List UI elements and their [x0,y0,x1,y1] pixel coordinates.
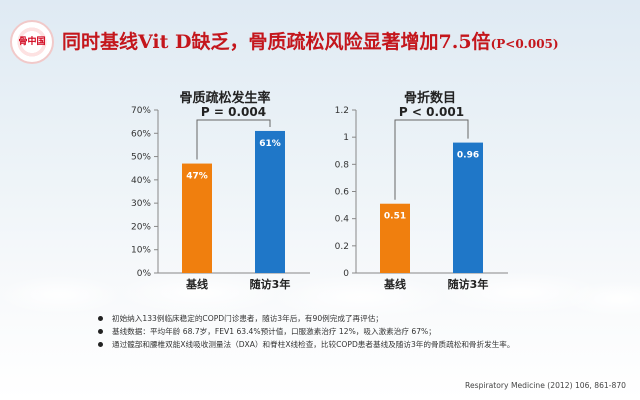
osteo-significance-bracket [196,119,271,160]
logo-text: 骨中国 [15,25,49,59]
fracture-y-tick-label: 0.6 [335,188,350,198]
slide-title: 同时基线Vit D缺乏，骨质疏松风险显著增加7.5倍(P<0.005) [62,27,559,54]
fracture-bar [380,203,410,273]
osteo-category-label: 随访3年 [250,277,291,291]
fracture-y-tick-label: 1.2 [335,106,349,116]
bullet-text: 基线数据：平均年龄 68.7岁，FEV1 63.4%预计值，口服激素治疗 12%… [112,327,436,336]
slide-title-p-value: (P<0.005) [490,37,559,51]
osteo-p-value-annotation: P = 0.004 [201,105,266,119]
fracture-y-tick-label: 0.4 [335,215,350,225]
bullet-item: 基线数据：平均年龄 68.7岁，FEV1 63.4%预计值，口服激素治疗 12%… [98,325,618,338]
fracture-category-label: 随访3年 [448,277,489,291]
fracture-bar-value-label: 0.96 [457,151,479,161]
fracture-y-tick-label: 0.8 [335,160,350,170]
osteo-y-tick-label: 20% [131,222,151,232]
osteo-y-tick-label: 0% [137,269,152,279]
osteo-bar-value-label: 61% [259,139,281,149]
bullet-item: 通过髋部和腰椎双能X线吸收测量法（DXA）和脊柱X线检查，比较COPD患者基线及… [98,338,618,351]
osteo-y-tick-label: 60% [131,129,151,139]
osteo-bar [182,163,212,273]
bullet-text: 通过髋部和腰椎双能X线吸收测量法（DXA）和脊柱X线检查，比较COPD患者基线及… [112,340,515,349]
chart-title-fractures: 骨折数目 [403,91,456,106]
osteo-bar [255,130,285,273]
cloud-background [0,255,640,325]
fracture-p-value-annotation: P < 0.001 [399,105,464,119]
slide-title-main: 同时基线Vit D缺乏，骨质疏松风险显著增加7.5倍 [62,31,491,53]
citation-source: Respiratory Medicine (2012) 106, 861-870 [465,381,626,390]
fracture-y-tick-label: 1 [343,133,349,143]
bullet-dot-icon [98,342,103,347]
bullet-dot-icon [98,329,103,334]
fracture-y-tick-label: 0 [343,269,349,279]
bullet-dot-icon [98,316,103,321]
bullet-text: 初始纳入133例临床稳定的COPD门诊患者，随访3年后，有90例完成了再评估； [112,314,383,323]
osteo-y-tick-label: 70% [131,106,151,116]
chart-title-osteoporosis: 骨质疏松发生率 [179,91,271,106]
osteo-bar-value-label: 47% [186,172,208,182]
osteo-y-tick-label: 50% [131,153,151,163]
osteo-category-label: 基线 [185,277,208,291]
osteo-y-tick-label: 10% [131,246,151,256]
fracture-category-label: 基线 [383,277,406,291]
bullet-list: 初始纳入133例临床稳定的COPD门诊患者，随访3年后，有90例完成了再评估； … [98,312,618,351]
bullet-item: 初始纳入133例临床稳定的COPD门诊患者，随访3年后，有90例完成了再评估； [98,312,618,325]
fracture-significance-bracket [394,119,469,200]
osteo-y-tick-label: 40% [131,176,151,186]
fracture-bar [453,142,483,273]
osteo-y-tick-label: 30% [131,199,151,209]
fracture-bar-value-label: 0.51 [384,212,406,222]
fracture-y-tick-label: 0.2 [335,242,349,252]
logo: 骨中国 [10,20,54,64]
